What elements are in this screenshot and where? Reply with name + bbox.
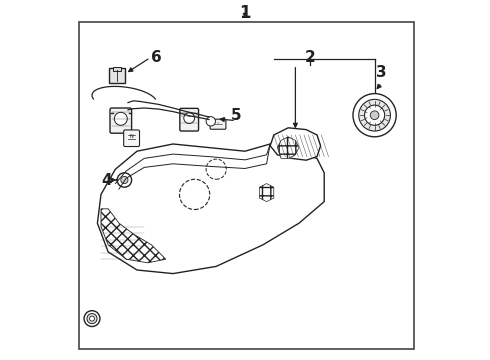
Circle shape [90, 316, 95, 321]
Text: 3: 3 [376, 64, 387, 80]
Circle shape [353, 94, 396, 137]
Circle shape [87, 314, 97, 324]
FancyBboxPatch shape [109, 68, 125, 83]
Circle shape [184, 113, 195, 123]
FancyBboxPatch shape [180, 108, 198, 131]
Circle shape [84, 311, 100, 327]
Circle shape [121, 176, 128, 184]
Polygon shape [98, 144, 324, 274]
Polygon shape [101, 209, 166, 263]
Polygon shape [277, 137, 299, 158]
Text: 4: 4 [101, 172, 112, 188]
FancyBboxPatch shape [210, 119, 226, 129]
FancyBboxPatch shape [113, 67, 121, 71]
Polygon shape [270, 128, 320, 160]
Circle shape [117, 173, 132, 187]
Text: 1: 1 [239, 4, 251, 22]
Circle shape [206, 117, 216, 126]
Circle shape [359, 99, 391, 131]
Polygon shape [259, 184, 274, 202]
Text: 2: 2 [304, 50, 315, 65]
Circle shape [365, 105, 385, 125]
Text: 5: 5 [231, 108, 241, 123]
Text: 6: 6 [151, 50, 162, 65]
Text: 5: 5 [217, 122, 220, 126]
Circle shape [370, 111, 379, 120]
FancyBboxPatch shape [110, 108, 132, 133]
Text: N: N [130, 134, 133, 139]
FancyBboxPatch shape [123, 130, 140, 147]
Circle shape [114, 112, 127, 125]
